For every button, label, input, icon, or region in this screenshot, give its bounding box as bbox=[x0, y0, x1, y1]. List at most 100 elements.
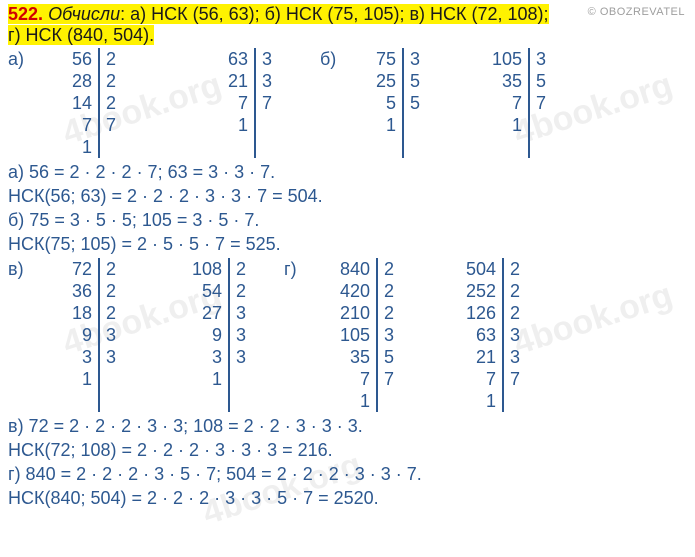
ladder-right-value: 3 bbox=[100, 324, 124, 346]
ladder-left-value: 1 bbox=[58, 136, 98, 158]
ladder-504: 504252126632171222337 bbox=[452, 258, 528, 412]
ladder-left-value: 108 bbox=[188, 258, 228, 280]
ladder-right-value: 3 bbox=[256, 48, 280, 70]
ladder-left-value: 1 bbox=[58, 368, 98, 390]
ladder-right-value: 5 bbox=[404, 70, 428, 92]
ladder-right-value: 3 bbox=[230, 324, 254, 346]
ladder-right-value: 2 bbox=[378, 302, 402, 324]
ladder-left-value: 252 bbox=[452, 280, 502, 302]
ladder-right-value: 7 bbox=[256, 92, 280, 114]
ladder-left-value: 35 bbox=[326, 346, 376, 368]
text-g1: г) 840 = 2 · 2 · 2 · 3 · 5 · 7; 504 = 2 … bbox=[8, 462, 687, 486]
question-rest-1: : а) НСК (56, 63); б) НСК (75, 105); в) … bbox=[120, 4, 548, 24]
text-v1: в) 72 = 2 · 2 · 2 · 3 · 3; 108 = 2 · 2 ·… bbox=[8, 414, 687, 438]
ladder-left-value: 7 bbox=[326, 368, 376, 390]
question-rest-2: г) НСК (840, 504). bbox=[8, 25, 154, 45]
ladder-right-value: 3 bbox=[504, 346, 528, 368]
ladder-left-value: 1 bbox=[362, 114, 402, 136]
label-g: г) bbox=[284, 258, 326, 412]
text-b1: б) 75 = 3 · 5 · 5; 105 = 3 · 5 · 7. bbox=[8, 208, 687, 232]
ladder-right-value: 3 bbox=[256, 70, 280, 92]
ladder-left-value: 7 bbox=[58, 114, 98, 136]
ladder-56: 562814712227 bbox=[58, 48, 124, 158]
ladder-left-value: 420 bbox=[326, 280, 376, 302]
ladder-left-value: 7 bbox=[214, 92, 254, 114]
ladder-left-value: 504 bbox=[452, 258, 502, 280]
ladder-left-value: 35 bbox=[488, 70, 528, 92]
ladder-right-value: 2 bbox=[230, 258, 254, 280]
ladder-left-value: 27 bbox=[188, 302, 228, 324]
ladder-left-value: 5 bbox=[362, 92, 402, 114]
ladder-right-value: 3 bbox=[100, 346, 124, 368]
ladder-right-value: 3 bbox=[504, 324, 528, 346]
ladder-right-value: 2 bbox=[100, 302, 124, 324]
ladder-right-value: 7 bbox=[530, 92, 554, 114]
ladder-right-value: 7 bbox=[504, 368, 528, 390]
question-verb: Обчисли bbox=[48, 4, 120, 24]
ladder-left-value: 25 bbox=[362, 70, 402, 92]
text-v2: НСК(72; 108) = 2 · 2 · 2 · 3 · 3 · 3 = 2… bbox=[8, 438, 687, 462]
ladder-right-value: 3 bbox=[404, 48, 428, 70]
ladder-right-value: 7 bbox=[378, 368, 402, 390]
ladder-right-value: 3 bbox=[378, 324, 402, 346]
ladder-left-value: 3 bbox=[58, 346, 98, 368]
text-a1: а) 56 = 2 · 2 · 2 · 7; 63 = 3 · 3 · 7. bbox=[8, 160, 687, 184]
ladder-left-value: 210 bbox=[326, 302, 376, 324]
ladder-left-value: 28 bbox=[58, 70, 98, 92]
ladder-left-value: 1 bbox=[214, 114, 254, 136]
ladder-left-value: 54 bbox=[188, 280, 228, 302]
question-block: 522. Обчисли: а) НСК (56, 63); б) НСК (7… bbox=[8, 4, 687, 46]
ladder-right-value: 3 bbox=[530, 48, 554, 70]
label-b: б) bbox=[320, 48, 362, 158]
ladder-right-value: 2 bbox=[100, 92, 124, 114]
ladder-left-value: 14 bbox=[58, 92, 98, 114]
ladder-left-value: 21 bbox=[214, 70, 254, 92]
ladder-left-value: 105 bbox=[488, 48, 528, 70]
ladder-right-value: 2 bbox=[378, 258, 402, 280]
ladder-left-value: 126 bbox=[452, 302, 502, 324]
ladder-right-value: 3 bbox=[230, 302, 254, 324]
ladder-left-value: 56 bbox=[58, 48, 98, 70]
ladder-left-value: 7 bbox=[488, 92, 528, 114]
ladder-right-value: 2 bbox=[230, 280, 254, 302]
ladder-left-value: 105 bbox=[326, 324, 376, 346]
text-b2: НСК(75; 105) = 2 · 5 · 5 · 7 = 525. bbox=[8, 232, 687, 256]
ladder-left-value: 75 bbox=[362, 48, 402, 70]
ladder-right-value: 5 bbox=[378, 346, 402, 368]
ladder-right-value: 2 bbox=[100, 280, 124, 302]
ladder-right-value: 3 bbox=[230, 346, 254, 368]
ladder-left-value: 1 bbox=[326, 390, 376, 412]
ladder-left-value: 1 bbox=[452, 390, 502, 412]
label-a: а) bbox=[8, 48, 58, 158]
ladder-left-value: 72 bbox=[58, 258, 98, 280]
ladder-right-value: 5 bbox=[404, 92, 428, 114]
ladder-right-value: 5 bbox=[530, 70, 554, 92]
ladder-right-value: 2 bbox=[100, 258, 124, 280]
ladder-left-value: 18 bbox=[58, 302, 98, 324]
ladder-right-value: 7 bbox=[100, 114, 124, 136]
ladder-left-value: 63 bbox=[214, 48, 254, 70]
ladder-left-value: 36 bbox=[58, 280, 98, 302]
ladder-72: 72361893122233 bbox=[58, 258, 124, 412]
label-v: в) bbox=[8, 258, 58, 412]
ladder-left-value: 63 bbox=[452, 324, 502, 346]
ladder-right-value: 2 bbox=[504, 258, 528, 280]
ladder-63: 632171337 bbox=[214, 48, 280, 158]
ladder-right-value: 2 bbox=[504, 280, 528, 302]
ladder-right-value: 2 bbox=[100, 70, 124, 92]
ladder-left-value: 840 bbox=[326, 258, 376, 280]
ladder-right-value: 2 bbox=[378, 280, 402, 302]
text-a2: НСК(56; 63) = 2 · 2 · 2 · 3 · 3 · 7 = 50… bbox=[8, 184, 687, 208]
ladder-840: 8404202101053571222357 bbox=[326, 258, 402, 412]
ladder-left-value: 21 bbox=[452, 346, 502, 368]
ladder-left-value: 9 bbox=[188, 324, 228, 346]
ladder-105: 1053571357 bbox=[488, 48, 554, 158]
ladder-108: 108542793122333 bbox=[188, 258, 254, 412]
text-g2: НСК(840; 504) = 2 · 2 · 2 · 3 · 3 · 5 · … bbox=[8, 486, 687, 510]
ladder-right-value: 2 bbox=[100, 48, 124, 70]
ladder-left-value: 1 bbox=[188, 368, 228, 390]
question-number: 522. bbox=[8, 4, 43, 24]
ladder-75: 752551355 bbox=[362, 48, 428, 158]
ladder-left-value: 7 bbox=[452, 368, 502, 390]
ladder-left-value: 9 bbox=[58, 324, 98, 346]
